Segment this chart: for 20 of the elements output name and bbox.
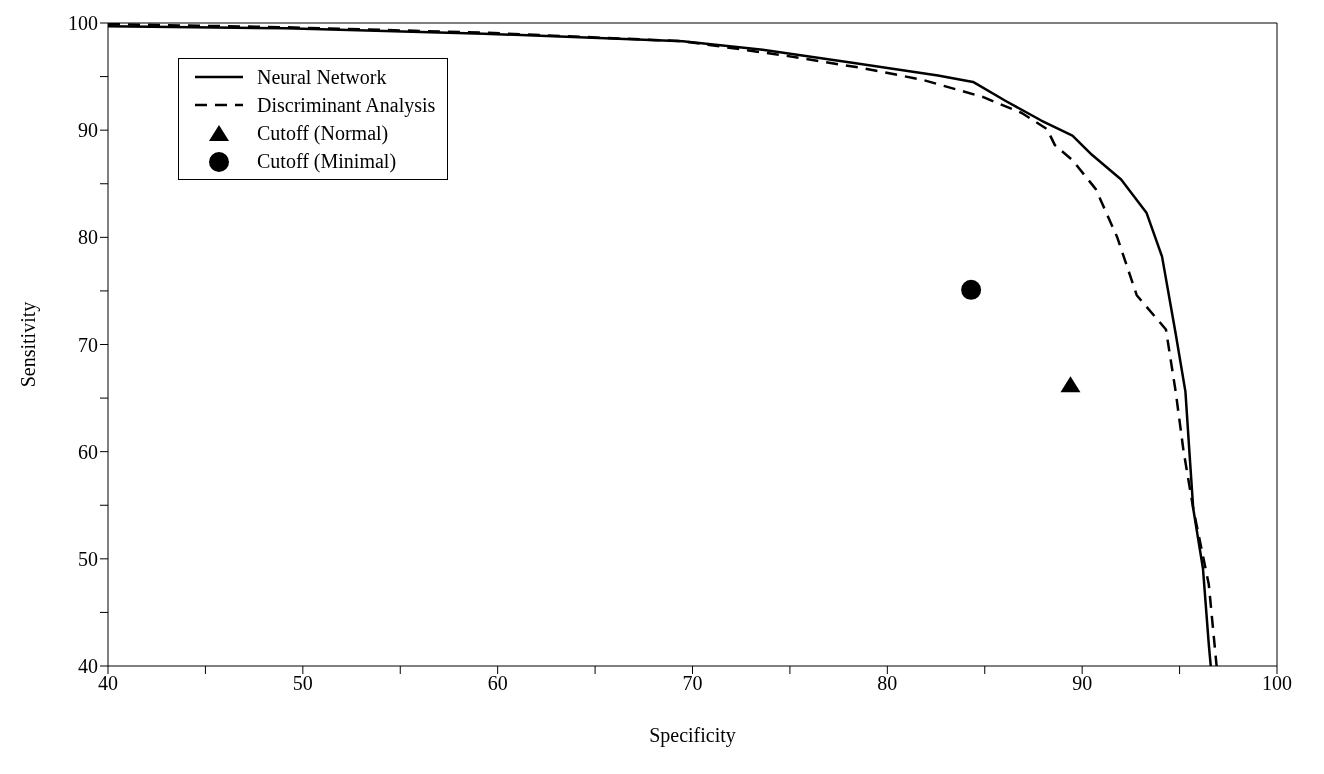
x-tick-label: 50 [292,672,313,695]
y-tick-label: 70 [78,333,98,356]
legend-label: Neural Network [257,65,387,90]
y-tick-label: 90 [78,119,98,142]
y-tick-label: 50 [78,547,98,570]
y-axis-title: Sensitivity [17,301,41,388]
y-tick-label: 40 [78,655,98,678]
x-tick-label: 100 [1262,672,1292,695]
x-tick-label: 40 [98,672,118,695]
y-tick-label: 100 [68,12,98,35]
y-tick-label: 60 [78,440,98,463]
y-tick-label: 80 [78,226,98,249]
x-tick-label: 80 [877,672,898,695]
x-tick-label: 90 [1072,672,1093,695]
legend-label: Discriminant Analysis [257,93,436,119]
legend-label: Cutoff (Minimal) [257,149,397,175]
x-axis-title: Specificity [649,724,736,747]
legend-label: Cutoff (Normal) [257,121,389,147]
x-tick-label: 70 [682,672,703,695]
x-tick-label: 60 [487,672,508,695]
